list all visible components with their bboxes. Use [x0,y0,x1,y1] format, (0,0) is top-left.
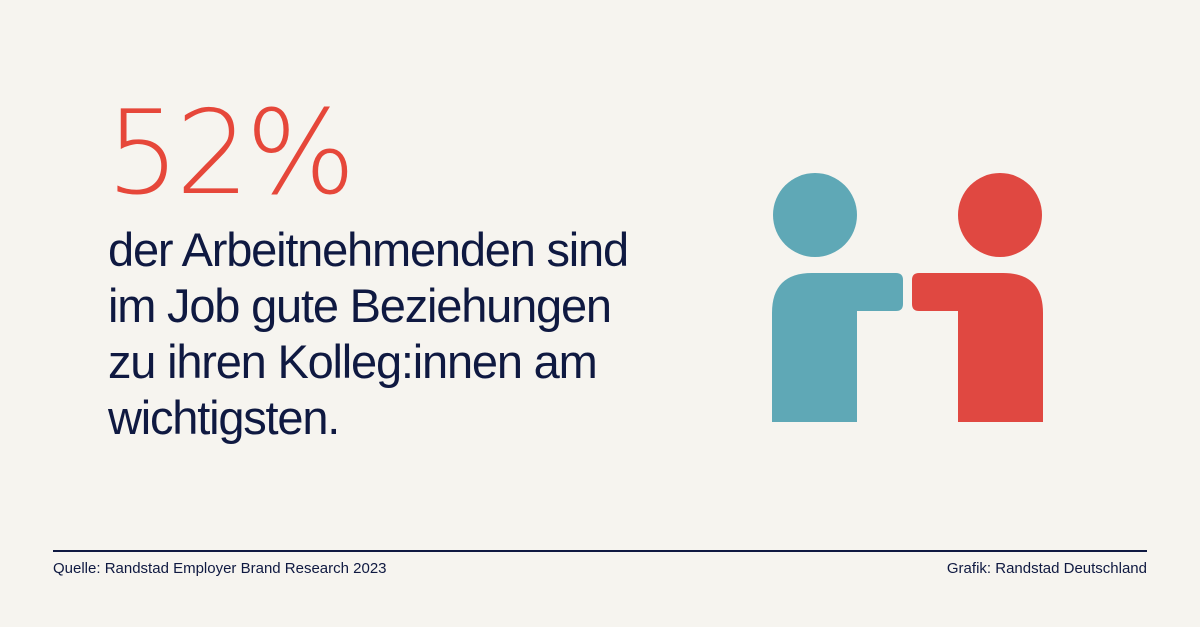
headline-statement: der Arbeitnehmenden sind im Job gute Bez… [108,222,708,446]
graphic-credit: Grafik: Randstad Deutschland [946,560,1147,577]
statement-line-1: der Arbeitnehmenden sind [108,223,629,276]
statement-line-2: im Job gute Beziehungen [108,279,612,332]
source-citation: Quelle: Randstad Employer Brand Research… [53,560,387,577]
headline-percentage: 52% [106,86,356,221]
two-people-icon [772,173,1043,422]
statement-line-4: wichtigsten. [108,391,340,444]
statement-line-3: zu ihren Kolleg:innen am [108,335,598,388]
right-person-icon [912,173,1043,422]
left-person-icon [772,173,903,422]
footer-divider [53,550,1147,552]
colleagues-illustration [760,160,1060,430]
